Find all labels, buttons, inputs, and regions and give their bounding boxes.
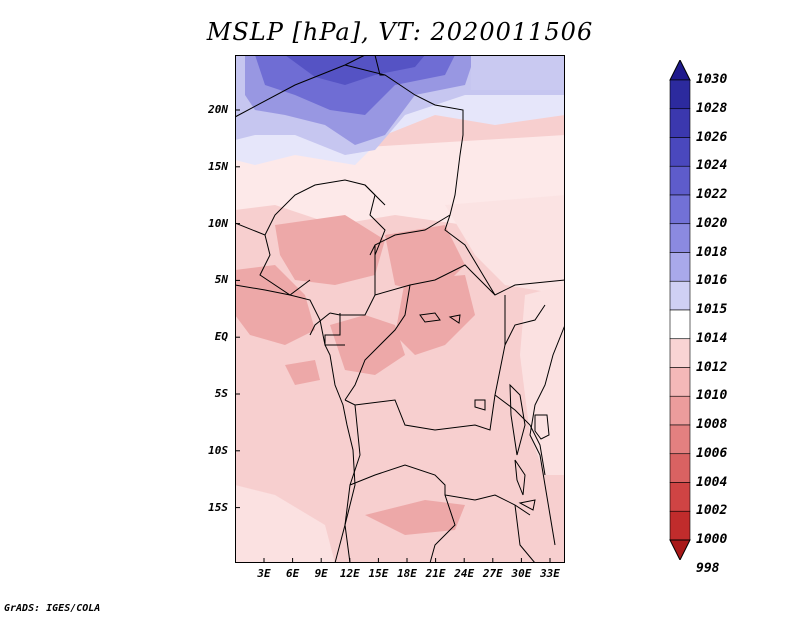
- colorbar-segment: [669, 165, 691, 196]
- colorbar-segment: [669, 223, 691, 253]
- lon-label: 3E: [257, 567, 271, 580]
- colorbar-label: 1010: [696, 388, 728, 404]
- west-africa-coastline: [235, 284, 356, 563]
- lat-label: 15N: [208, 159, 228, 173]
- colorbar-label: 1030: [696, 72, 728, 87]
- lakes: [419, 312, 550, 511]
- pressure-1010-zone-g: [330, 315, 405, 375]
- colorbar-label: 1018: [696, 244, 728, 260]
- lon-label: 12E: [339, 567, 360, 580]
- pressure-1024-zone: [255, 55, 455, 115]
- colorbar-segment: [669, 510, 691, 541]
- lon-label: 21E: [425, 567, 446, 580]
- country-borders: [235, 55, 565, 563]
- lon-label: 6E: [285, 567, 300, 580]
- lat-label: 10N: [208, 216, 228, 230]
- colorbar-label: 1012: [696, 359, 728, 375]
- pressure-1010-zone-a: [275, 215, 385, 285]
- colorbar-segment: [669, 309, 691, 340]
- pressure-1014-southwest: [235, 485, 335, 563]
- colorbar-segment: [669, 137, 691, 167]
- colorbar-segment: [669, 79, 691, 110]
- lon-label: 9E: [314, 567, 328, 580]
- lat-label: EQ: [214, 330, 228, 344]
- pressure-1026-zone: [285, 55, 425, 85]
- colorbar-label: 1014: [696, 330, 728, 346]
- pressure-1016-northeast: [471, 55, 565, 90]
- pressure-1010-zone-d: [235, 265, 315, 345]
- colorbar-label: 1006: [696, 445, 728, 461]
- colorbar-label: 1026: [696, 129, 728, 145]
- pressure-1014-band-east: [445, 195, 565, 295]
- colorbar-label: 1015: [696, 302, 728, 317]
- lat-label: 15S: [208, 500, 228, 514]
- pressure-1010-zone-e: [285, 360, 320, 385]
- colorbar-segment: [669, 482, 691, 512]
- colorbar-label: 1000: [696, 532, 728, 547]
- lat-label: 5N: [214, 273, 228, 287]
- colorbar-label: 1008: [696, 417, 728, 432]
- colorbar-segment: [669, 252, 691, 282]
- colorbar-label: 1002: [696, 503, 728, 519]
- pressure-1010-zone-c: [395, 275, 475, 355]
- lat-label: 5S: [214, 387, 228, 400]
- colorbar-segment: [669, 424, 691, 455]
- lon-label: 27E: [482, 567, 503, 580]
- east-africa-coastline: [529, 324, 565, 546]
- lat-label: 20N: [208, 103, 228, 116]
- lon-label: 18E: [397, 567, 417, 580]
- colorbar-label: 1016: [696, 273, 728, 289]
- colorbar-segment: [669, 194, 691, 225]
- grads-credit: GrADS: IGES/COLA: [4, 603, 101, 614]
- colorbar-bottom-arrow: [669, 539, 691, 560]
- mslp-map: [235, 55, 565, 563]
- colorbar-top-arrow: [669, 60, 691, 81]
- colorbar-segment: [669, 108, 691, 138]
- colorbar-label: 1020: [696, 215, 728, 231]
- colorbar-segment: [669, 280, 691, 311]
- colorbar-label: 1024: [696, 158, 728, 174]
- pressure-colorbar: [669, 60, 691, 560]
- colorbar-label: 1028: [696, 100, 728, 116]
- colorbar-label: 1022: [696, 187, 728, 202]
- colorbar-segment: [669, 338, 691, 368]
- lon-label: 15E: [368, 567, 389, 580]
- colorbar-label: 1004: [696, 474, 728, 490]
- map-ticks: [235, 109, 551, 563]
- lon-label: 33E: [540, 567, 560, 580]
- lon-label: 30E: [511, 567, 532, 580]
- map-title: MSLP [hPa], VT: 2020011506: [206, 18, 594, 46]
- map-frame: [235, 55, 565, 563]
- colorbar-label: 998: [696, 560, 720, 576]
- colorbar-segment: [669, 453, 691, 483]
- lat-label: 10S: [208, 443, 228, 457]
- pressure-1010-zone-f: [365, 500, 465, 535]
- lon-label: 24E: [454, 567, 475, 580]
- colorbar-segment: [669, 395, 691, 426]
- colorbar-segment: [669, 367, 691, 397]
